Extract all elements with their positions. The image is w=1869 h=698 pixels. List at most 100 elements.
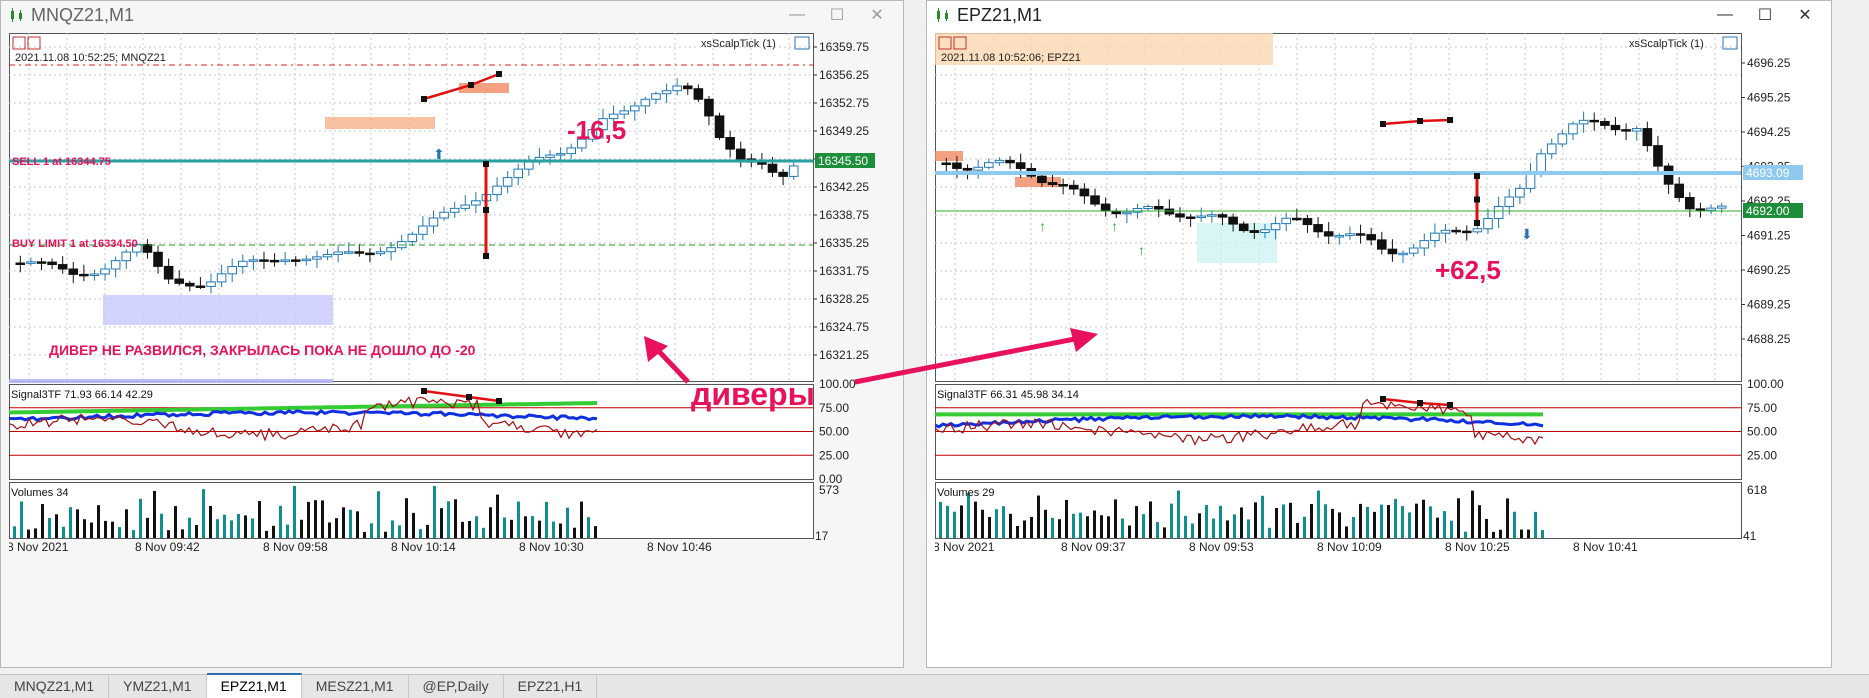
volume-bar bbox=[139, 498, 142, 538]
chart-canvas[interactable]: 4696.254695.254694.254693.254692.254691.… bbox=[935, 33, 1825, 647]
maximize-button[interactable]: ☐ bbox=[1757, 7, 1773, 24]
candle-body bbox=[788, 165, 799, 177]
volume-bar bbox=[209, 505, 212, 538]
volume-bar bbox=[559, 523, 562, 538]
candle-body bbox=[259, 259, 269, 262]
volume-bar bbox=[939, 501, 942, 538]
candle-body bbox=[545, 154, 555, 158]
tab-ep-daily[interactable]: @EP,Daily bbox=[409, 675, 504, 698]
candle-body bbox=[375, 251, 386, 255]
time-tick-label: 8 Nov 10:30 bbox=[519, 540, 584, 554]
price-zone bbox=[103, 295, 333, 325]
volume-bar bbox=[1317, 490, 1320, 538]
volume-bar bbox=[461, 521, 464, 538]
close-button[interactable]: ✕ bbox=[1798, 7, 1812, 24]
price-tick-label: 16359.75 bbox=[819, 40, 869, 54]
tab-ymz21[interactable]: YMZ21,M1 bbox=[109, 675, 207, 698]
volume-bar bbox=[223, 514, 226, 538]
volume-tick-label: 618 bbox=[1747, 483, 1767, 497]
close-button[interactable]: ✕ bbox=[870, 7, 884, 24]
current-price-label: 4692.00 bbox=[1746, 204, 1790, 218]
volume-bar bbox=[489, 507, 492, 538]
sell-order-label: SELL 1 at 16344.75 bbox=[12, 156, 111, 168]
volume-bar bbox=[1324, 504, 1327, 538]
candle-body bbox=[1493, 206, 1504, 219]
candle-body bbox=[1578, 119, 1589, 125]
signal-blue-line bbox=[9, 409, 598, 422]
tab-epz21[interactable]: EPZ21,M1 bbox=[206, 673, 302, 698]
volume-bar bbox=[1492, 531, 1495, 538]
volume-bar bbox=[1296, 522, 1299, 538]
indicator-icon bbox=[794, 36, 810, 50]
volume-bar bbox=[545, 501, 548, 538]
stop-point bbox=[1474, 220, 1480, 226]
volume-bar bbox=[174, 506, 177, 538]
candle-body bbox=[962, 167, 973, 171]
time-tick-label: 8 Nov 09:37 bbox=[1061, 540, 1126, 554]
volume-bar bbox=[1037, 495, 1040, 538]
candle-body bbox=[672, 85, 682, 92]
candle-body bbox=[1600, 120, 1610, 126]
tab-mesz21[interactable]: MESZ21,M1 bbox=[302, 675, 409, 698]
volume-bar bbox=[1471, 490, 1474, 538]
level-price-label: 4693.09 bbox=[1746, 166, 1790, 180]
volume-bar bbox=[1247, 519, 1250, 538]
candle-body bbox=[449, 207, 460, 213]
tab-mnqz21[interactable]: MNQZ21,M1 bbox=[0, 675, 110, 698]
candle-body bbox=[248, 259, 259, 262]
candle-body bbox=[1685, 196, 1695, 210]
candle-body bbox=[778, 171, 788, 177]
toolbar-icon bbox=[953, 36, 967, 50]
volume-bar bbox=[1457, 498, 1460, 538]
volume-bar bbox=[167, 530, 170, 538]
volume-bar bbox=[1338, 512, 1341, 538]
volume-tick-label: 573 bbox=[819, 483, 839, 497]
volume-bar bbox=[946, 505, 949, 538]
price-chart[interactable]: 4696.254695.254694.254693.254692.254691.… bbox=[935, 33, 1823, 645]
volume-bar bbox=[482, 527, 485, 538]
volume-bar bbox=[251, 518, 254, 538]
minimize-button[interactable]: — bbox=[1717, 6, 1733, 23]
volume-bar bbox=[1429, 506, 1432, 538]
window-title: EPZ21,M1 bbox=[957, 4, 1043, 25]
candle-body bbox=[386, 247, 396, 253]
candle-body bbox=[983, 162, 994, 168]
volume-bar bbox=[48, 517, 51, 538]
time-tick-label: 8 Nov 10:09 bbox=[1317, 540, 1382, 554]
candle-body bbox=[1207, 214, 1217, 217]
candle-body bbox=[1546, 143, 1557, 155]
minimize-button[interactable]: — bbox=[789, 6, 805, 23]
volume-bar bbox=[391, 520, 394, 538]
volume-bar bbox=[1135, 506, 1138, 538]
candle-body bbox=[89, 273, 100, 276]
chart-window-ep[interactable]: EPZ21,M1 — ☐ ✕ 4696.25 4695.25 4694.25 4693… bbox=[926, 0, 1832, 668]
candle-body bbox=[1292, 217, 1302, 221]
candle-body bbox=[1164, 208, 1175, 215]
divergence-point bbox=[1380, 121, 1386, 127]
candle-body bbox=[502, 177, 513, 187]
tab-epz21-h1[interactable]: EPZ21,H1 bbox=[504, 675, 598, 698]
window-titlebar[interactable]: MNQZ21,M1 bbox=[1, 1, 903, 29]
chart-window-mnq[interactable]: MNQZ21,M1 — ☐ ✕ 16359.75 16356.25 16352.75… bbox=[0, 0, 904, 668]
volume-bar bbox=[286, 524, 289, 538]
volume-bar bbox=[1184, 515, 1187, 538]
volume-bar bbox=[1009, 513, 1012, 538]
volume-bar bbox=[454, 499, 457, 538]
window-titlebar[interactable]: EPZ21,M1 bbox=[927, 1, 1831, 29]
candle-body bbox=[36, 261, 47, 264]
price-chart[interactable]: 16359.7516356.2516352.7516349.2516345.75… bbox=[9, 33, 895, 645]
toolbar-icon bbox=[938, 36, 952, 50]
volume-bar bbox=[1422, 499, 1425, 538]
maximize-button[interactable]: ☐ bbox=[829, 7, 845, 24]
chart-canvas[interactable]: 16359.7516356.2516352.7516349.2516345.75… bbox=[9, 33, 897, 647]
candle-body bbox=[290, 259, 301, 262]
candle-body bbox=[1143, 205, 1153, 210]
volume-bar bbox=[1121, 518, 1124, 538]
volume-bar bbox=[384, 531, 387, 538]
candle-body bbox=[640, 98, 651, 107]
volume-bar bbox=[1450, 520, 1453, 538]
candle-body bbox=[301, 258, 312, 262]
current-price-tag bbox=[1743, 203, 1803, 218]
candle-body bbox=[1185, 216, 1196, 220]
candle-body bbox=[1153, 205, 1164, 210]
